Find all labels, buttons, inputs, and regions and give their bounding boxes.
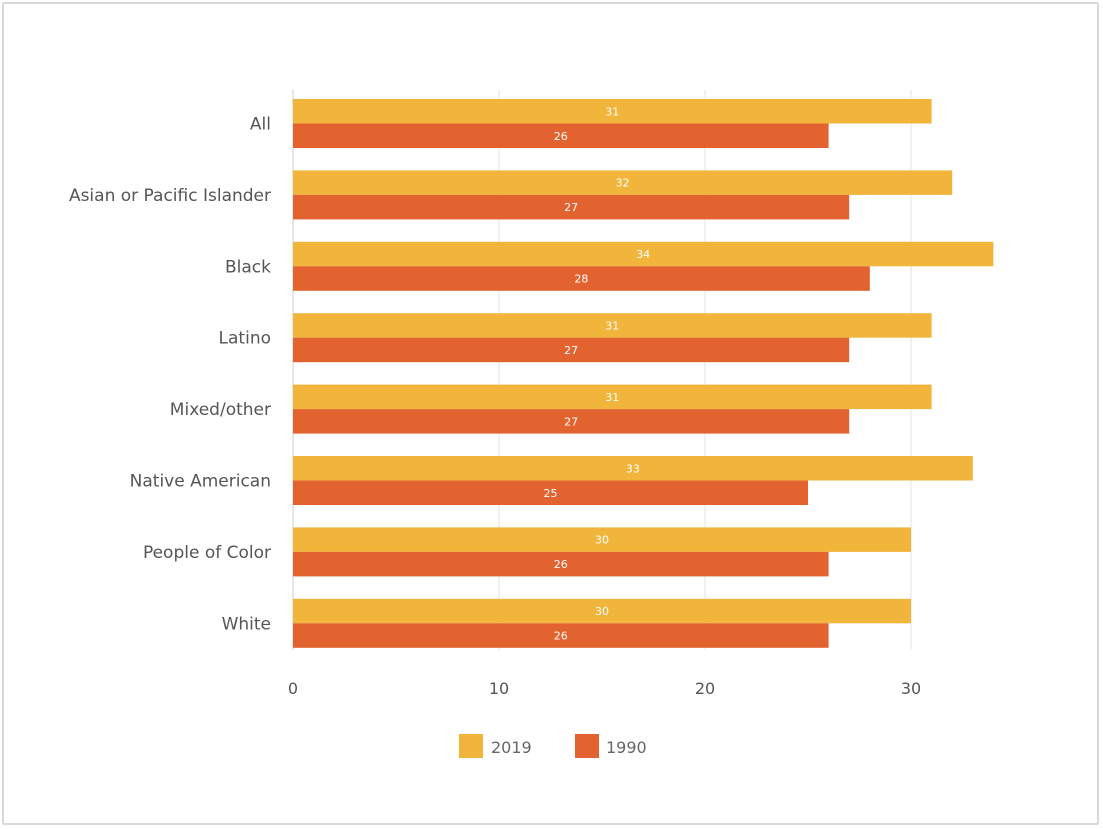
data-label: 31 bbox=[605, 105, 619, 118]
x-tick-label: 30 bbox=[901, 679, 921, 698]
bar-1990 bbox=[293, 480, 808, 505]
category-labels: All Asian or Pacific Islander Black Latino M… bbox=[69, 115, 271, 635]
category-label: Mixed/other bbox=[170, 400, 271, 420]
x-axis-ticks: 0 10 20 30 bbox=[288, 679, 921, 698]
legend-label: 1990 bbox=[606, 738, 647, 757]
bar-2019 bbox=[293, 99, 932, 124]
data-label: 34 bbox=[636, 248, 650, 261]
data-label: 30 bbox=[595, 534, 609, 547]
bars: 31 26 32 27 34 28 31 27 31 27 33 25 30 26 30 26 bbox=[293, 99, 994, 648]
bar-2019 bbox=[293, 241, 994, 267]
x-tick-label: 10 bbox=[489, 679, 509, 698]
bar-1990 bbox=[293, 409, 850, 434]
category-label: White bbox=[222, 614, 271, 634]
category-label: Latino bbox=[219, 329, 271, 349]
data-label: 31 bbox=[605, 391, 619, 404]
data-label: 27 bbox=[564, 201, 578, 214]
x-tick-label: 0 bbox=[288, 679, 298, 698]
bar-1990 bbox=[293, 337, 850, 363]
bar-2019 bbox=[293, 384, 932, 410]
legend-label: 2019 bbox=[491, 738, 532, 757]
data-label: 27 bbox=[564, 415, 578, 428]
data-label: 26 bbox=[554, 558, 568, 571]
category-label: Black bbox=[225, 257, 271, 277]
data-label: 31 bbox=[605, 319, 619, 332]
data-label: 30 bbox=[595, 605, 609, 618]
category-label: Native American bbox=[130, 472, 271, 492]
data-label: 26 bbox=[554, 630, 568, 643]
bar-2019 bbox=[293, 456, 973, 481]
legend-swatch-1990 bbox=[575, 734, 599, 758]
data-label: 28 bbox=[574, 273, 588, 286]
data-label: 25 bbox=[544, 487, 558, 500]
data-label: 26 bbox=[554, 130, 568, 143]
data-label: 27 bbox=[564, 344, 578, 357]
bar-2019 bbox=[293, 527, 911, 552]
bar-2019 bbox=[293, 170, 953, 195]
bar-1990 bbox=[293, 623, 829, 648]
bar-2019 bbox=[293, 598, 911, 624]
bar-1990 bbox=[293, 551, 829, 577]
bar-1990 bbox=[293, 194, 850, 220]
category-label: Asian or Pacific Islander bbox=[69, 186, 271, 206]
legend-swatch-2019 bbox=[459, 734, 483, 758]
data-label: 33 bbox=[626, 462, 640, 475]
legend: 2019 1990 bbox=[459, 734, 647, 758]
bar-1990 bbox=[293, 266, 870, 291]
data-label: 32 bbox=[616, 177, 630, 190]
x-tick-label: 20 bbox=[695, 679, 715, 698]
bar-2019 bbox=[293, 313, 932, 338]
bar-1990 bbox=[293, 123, 829, 148]
category-label: People of Color bbox=[143, 543, 271, 563]
category-label: All bbox=[250, 115, 271, 135]
